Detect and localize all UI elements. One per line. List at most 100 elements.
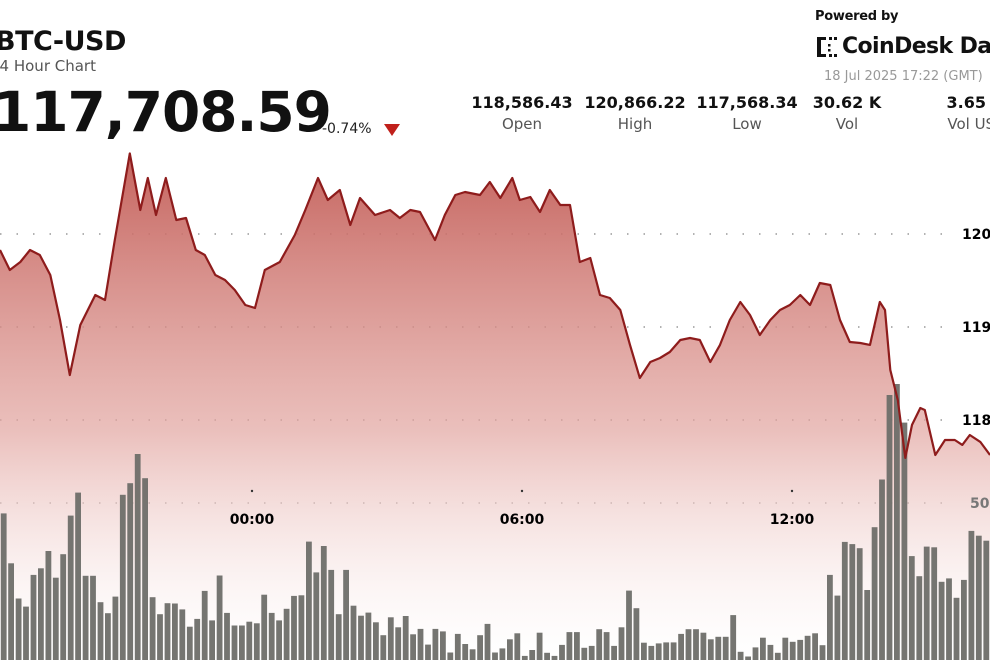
volume-bar — [931, 547, 938, 660]
volume-bar — [894, 384, 900, 660]
volume-bar — [544, 652, 550, 660]
volume-bar — [663, 642, 670, 660]
volume-bar — [789, 641, 796, 660]
volume-bar — [812, 633, 818, 660]
volume-bar — [164, 603, 171, 660]
x-tick-label: 12:00 — [770, 512, 815, 528]
volume-bar — [975, 535, 982, 660]
volume-bar — [253, 623, 260, 660]
volume-bar — [827, 574, 833, 660]
volume-bar — [469, 649, 476, 660]
volume-bar — [52, 577, 59, 660]
volume-bar — [879, 479, 885, 660]
volume-bar — [507, 639, 513, 660]
volume-bar — [946, 578, 952, 660]
volume-bar — [760, 637, 766, 660]
volume-bar — [477, 635, 483, 660]
volume-bar — [730, 615, 737, 660]
stat-open: 118,586.43 Open — [452, 93, 592, 133]
volume-bar — [30, 574, 37, 660]
volume-bar — [968, 530, 975, 660]
volume-bar — [97, 602, 104, 660]
volume-bar — [320, 546, 327, 660]
volume-bar — [559, 644, 565, 660]
volume-bar — [365, 612, 372, 660]
volume-bar — [447, 652, 454, 660]
stat-label: Open — [501, 115, 543, 133]
volume-bar — [841, 541, 848, 660]
volume-bar — [224, 612, 230, 660]
stat-label: High — [617, 115, 653, 133]
volume-bar — [908, 556, 915, 660]
volume-bar — [923, 546, 930, 660]
volume-bar — [745, 656, 751, 660]
volume-bar — [499, 648, 506, 660]
volume-bar — [328, 569, 335, 660]
x-tick-mark — [520, 489, 524, 493]
x-tick-label: 06:00 — [500, 512, 545, 528]
volume-bar — [648, 645, 655, 660]
volume-bar — [767, 644, 774, 660]
volume-bar — [105, 613, 111, 660]
volume-bar — [425, 644, 431, 660]
volume-bar — [655, 643, 662, 660]
volume-bar — [641, 642, 647, 660]
volume-bar — [239, 625, 245, 660]
volume-bar — [387, 617, 394, 660]
stat-label: Low — [732, 115, 762, 133]
volume-bar — [983, 540, 990, 660]
volume-bar — [454, 633, 461, 660]
volume-bar — [685, 629, 692, 660]
volume-bar — [335, 614, 342, 660]
volume-bar — [172, 603, 178, 660]
brand-name: CoinDesk Data — [842, 34, 990, 59]
price-tick-label: 118 — [962, 413, 990, 429]
price-change: -0.74% — [322, 121, 372, 137]
volume-bar — [715, 636, 722, 660]
stat-value: 30.62 K — [812, 93, 882, 112]
volume-bar — [626, 590, 632, 660]
volume-bar — [276, 620, 282, 660]
volume-bar — [432, 628, 439, 660]
volume-bar — [484, 623, 491, 660]
volume-bar — [588, 645, 595, 660]
volume-bar — [186, 626, 193, 660]
price-line — [0, 152, 990, 459]
volume-bar — [67, 515, 74, 660]
x-tick-mark — [790, 489, 794, 493]
volume-bar — [440, 631, 446, 660]
volume-bar — [82, 575, 89, 660]
volume-bar — [938, 581, 945, 660]
stat-value: 118,586.43 — [471, 93, 573, 112]
volume-bar — [358, 615, 364, 660]
volume-bar — [119, 494, 126, 660]
volume-bar — [313, 572, 320, 660]
volume-bar — [350, 605, 357, 660]
volume-bar — [201, 590, 208, 660]
volume-bar — [529, 650, 536, 660]
volume-bars — [0, 384, 990, 660]
volume-bar — [611, 645, 617, 660]
volume-bar — [737, 651, 744, 660]
volume-bar — [149, 597, 156, 660]
volume-bar — [417, 628, 424, 660]
volume-bar — [45, 551, 52, 660]
chart-title: BTC-USD — [0, 26, 126, 57]
volume-bar — [961, 579, 967, 660]
volume-bar — [23, 606, 29, 660]
volume-bar — [306, 541, 312, 660]
timestamp: 18 Jul 2025 17:22 (GMT) — [824, 69, 983, 84]
volume-bar — [849, 544, 856, 660]
volume-bar — [60, 554, 67, 660]
volume-bar — [38, 568, 44, 660]
volume-bar — [953, 597, 960, 660]
volume-bar — [291, 595, 297, 660]
volume-bar — [901, 422, 908, 660]
volume-bar — [410, 634, 416, 660]
stat-label: Vol — [835, 115, 859, 133]
volume-bar — [268, 612, 275, 660]
volume-bar — [15, 598, 22, 660]
stat-low: 117,568.34 Low — [677, 93, 817, 133]
volume-bar — [0, 513, 7, 660]
volume-bar — [231, 625, 238, 660]
